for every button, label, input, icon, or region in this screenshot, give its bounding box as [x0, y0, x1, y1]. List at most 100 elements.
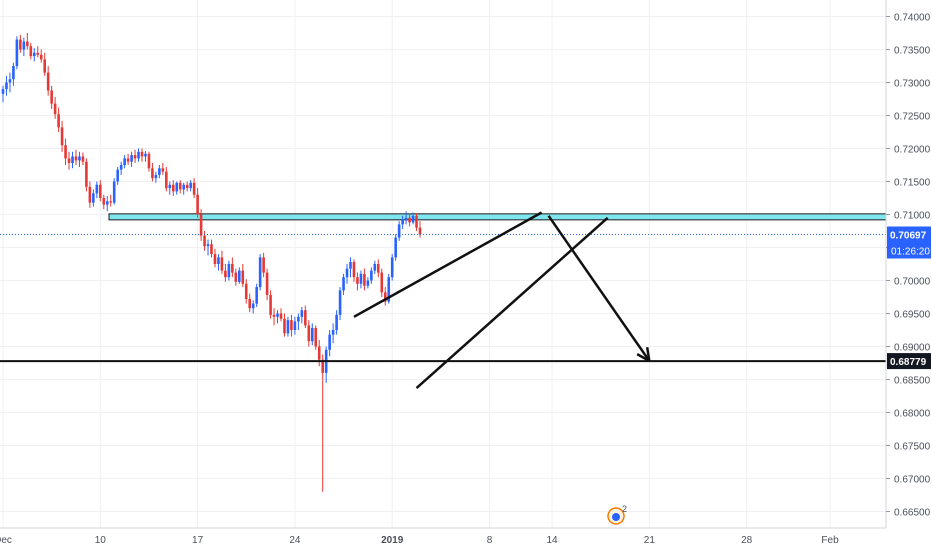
candle-body-up [1, 89, 5, 94]
candle-body-up [366, 280, 370, 286]
price-tick-label: 0.68000 [894, 409, 931, 420]
candle-body-down [140, 151, 144, 157]
countdown-label-box [887, 242, 931, 259]
forecast-arrow-shaft [547, 215, 651, 362]
candle-body-up [276, 313, 279, 317]
price-tick-label: 0.69000 [894, 343, 931, 354]
candle-body-down [314, 328, 318, 347]
candle-body-up [168, 184, 172, 189]
resistance-zone [108, 213, 887, 221]
support-price-label-box [887, 353, 931, 370]
candle-body-down [234, 272, 238, 282]
candle-body-down [67, 158, 71, 164]
candle-body-up [130, 155, 133, 162]
candle-body-down [224, 270, 227, 278]
price-tick-label: 0.67500 [894, 442, 931, 453]
price-tick-label: 0.74000 [894, 13, 931, 24]
candle-body-up [401, 219, 404, 225]
grid-lines [0, 0, 886, 528]
price-tick-label: 0.71000 [894, 211, 931, 222]
candle-body-up [5, 82, 8, 90]
candle-body-down [85, 161, 88, 187]
candle-body-up [359, 273, 363, 284]
candle-body-down [36, 52, 40, 55]
candle-body-up [92, 193, 95, 203]
candle-body-up [331, 330, 335, 335]
candle-body-down [26, 41, 29, 47]
events-badge-dot [612, 513, 620, 521]
candle-body-down [53, 103, 57, 115]
candle-body-up [227, 264, 231, 278]
candle-body-down [102, 198, 106, 205]
candle-body-down [203, 235, 206, 247]
candle-body-down [220, 257, 224, 271]
candle-body-down [151, 168, 154, 179]
drawing-annotations: 2 [353, 211, 651, 525]
candle-body-down [64, 145, 67, 159]
candle-body-up [71, 156, 74, 164]
candle-body-down [46, 72, 50, 91]
candle-body-up [206, 244, 210, 247]
events-badge-count: 2 [622, 504, 627, 514]
price-tick-label: 0.72500 [894, 112, 931, 123]
candle-body-down [171, 184, 175, 192]
candle-body-up [137, 151, 140, 159]
candle-body-down [192, 182, 196, 195]
candle-body-up [387, 277, 391, 302]
candle-body-up [32, 52, 36, 57]
candle-body-down [19, 39, 22, 50]
candle-body-down [231, 264, 234, 273]
candle-body-up [144, 153, 147, 157]
price-tick-label: 0.67000 [894, 475, 931, 486]
candle-body-up [238, 270, 241, 282]
candle-body-down [418, 227, 422, 235]
candle-body-down [199, 214, 203, 236]
candle-body-up [310, 328, 314, 342]
price-tick-label: 0.71500 [894, 178, 931, 189]
candle-body-down [196, 194, 199, 215]
price-tick-label: 0.73500 [894, 46, 931, 57]
candle-body-down [377, 264, 380, 273]
candle-body-down [185, 184, 189, 189]
candle-body-down [213, 254, 217, 264]
time-tick-label: 28 [741, 535, 753, 546]
candle-body-up [404, 217, 408, 220]
candle-body-down [99, 184, 102, 198]
candle-body-down [262, 257, 265, 273]
wedge-lower-trendline [415, 216, 609, 390]
candle-body-up [189, 182, 192, 189]
candles-layer [1, 33, 422, 492]
candle-body-up [12, 66, 15, 80]
candle-body-up [255, 287, 258, 304]
time-tick-label: Feb [821, 535, 839, 546]
candle-body-down [165, 171, 168, 189]
candle-body-up [251, 303, 255, 309]
candle-body-down [408, 217, 411, 223]
candle-body-up [154, 174, 158, 179]
candle-body-down [380, 272, 384, 293]
candle-body-down [269, 295, 272, 315]
candle-body-down [415, 215, 418, 228]
candle-body-up [394, 237, 397, 258]
candle-body-down [241, 270, 245, 284]
price-tick-label: 0.69500 [894, 310, 931, 321]
candle-body-down [307, 325, 311, 342]
candle-body-down [133, 155, 137, 159]
time-tick-label: 8 [487, 535, 493, 546]
time-tick-label: Dec [0, 535, 12, 546]
candle-body-down [279, 313, 283, 319]
support-price-label: 0.68779 [890, 357, 927, 368]
candle-body-up [105, 201, 109, 205]
current-price-label: 0.70697 [890, 230, 927, 241]
current-price-label-box [887, 226, 931, 243]
candle-body-up [345, 268, 349, 278]
candle-body-down [178, 182, 182, 190]
time-tick-label: 17 [192, 535, 204, 546]
candle-body-down [29, 46, 33, 57]
candle-body-up [390, 257, 394, 278]
candle-body-down [244, 283, 248, 299]
candle-body-up [258, 257, 262, 288]
candle-body-down [317, 346, 321, 360]
candle-body-up [8, 79, 12, 83]
